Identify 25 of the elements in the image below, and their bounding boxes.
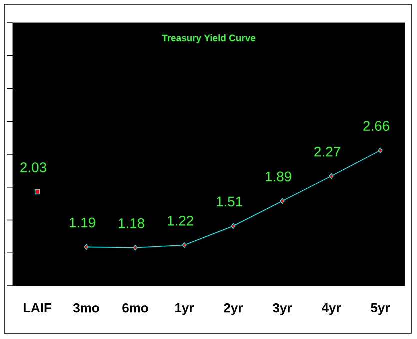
data-label: 1.22 (168, 216, 194, 226)
x-tick-label: LAIF (24, 304, 52, 312)
point (133, 244, 138, 251)
x-tick-label: 6mo (122, 304, 148, 313)
point (378, 148, 383, 154)
data-label: 2.27 (314, 146, 340, 157)
data-label: 1.51 (216, 196, 242, 207)
data-label: 2.03 (20, 162, 46, 172)
x-tick-label: 3mo (73, 304, 100, 313)
point (231, 223, 236, 230)
x-tick-label: 5yr (371, 304, 390, 316)
data-label: 1.19 (70, 218, 96, 228)
point (329, 173, 334, 180)
point (182, 242, 187, 248)
x-tick-label: 3yr (273, 304, 292, 316)
text: Treasury Yield Curve (162, 34, 256, 44)
data-label: 1.89 (266, 172, 292, 182)
x-tick-label: 1yr (176, 304, 194, 316)
x-tick-label: 2yr (224, 304, 244, 316)
data-label: 1.18 (118, 218, 144, 228)
x-tick-label: 4yr (322, 304, 342, 316)
data-label: 2.66 (364, 121, 390, 132)
point (35, 189, 40, 194)
point (84, 244, 89, 250)
point (280, 198, 285, 204)
